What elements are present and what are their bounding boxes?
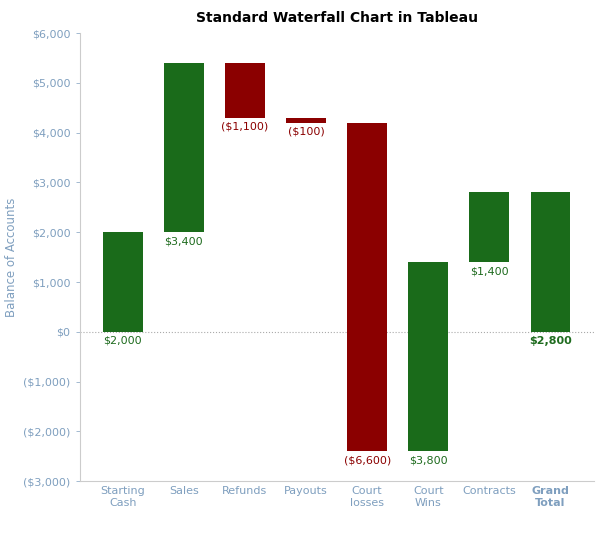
Y-axis label: Balance of Accounts: Balance of Accounts (5, 197, 18, 317)
Bar (103, 232, 143, 332)
Bar (164, 63, 204, 232)
Bar (225, 63, 265, 118)
Bar (408, 262, 448, 451)
Bar (531, 192, 570, 332)
Text: $3,400: $3,400 (165, 236, 203, 246)
Text: $1,400: $1,400 (470, 266, 509, 276)
Bar (469, 192, 509, 262)
Title: Standard Waterfall Chart in Tableau: Standard Waterfall Chart in Tableau (196, 11, 477, 25)
Text: $2,000: $2,000 (103, 336, 142, 346)
Text: $2,800: $2,800 (529, 336, 572, 346)
Bar (286, 118, 326, 123)
Bar (347, 123, 387, 451)
Text: ($6,600): ($6,600) (343, 455, 391, 465)
Text: $3,800: $3,800 (409, 455, 447, 465)
Text: ($100): ($100) (288, 127, 324, 137)
Text: ($1,100): ($1,100) (222, 122, 269, 132)
